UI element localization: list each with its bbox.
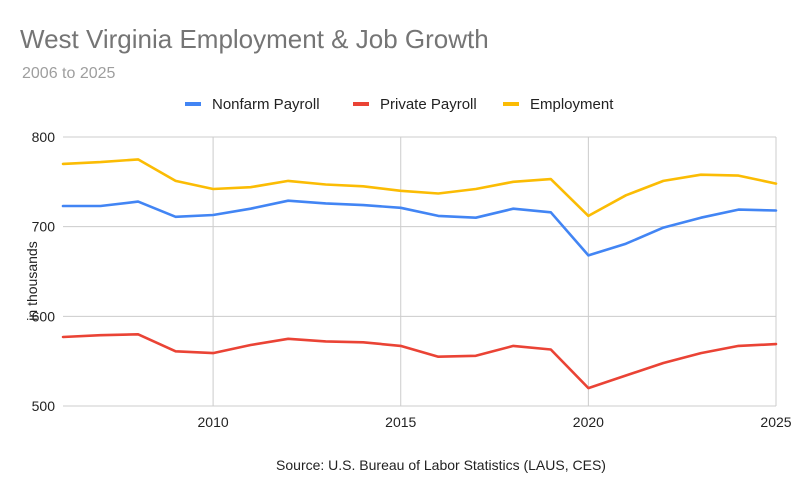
legend-item-private-payroll: Private Payroll <box>353 96 477 113</box>
gridlines <box>63 136 777 407</box>
y-tick-label-500: 500 <box>32 398 56 414</box>
y-axis-title: in thousands <box>24 241 40 320</box>
y-tick-label-600: 600 <box>32 308 56 324</box>
legend-item-nonfarm-payroll: Nonfarm Payroll <box>185 96 320 113</box>
legend-label-private-payroll: Private Payroll <box>380 96 477 113</box>
legend-item-employment: Employment <box>503 96 614 113</box>
chart-title: West Virginia Employment & Job Growth <box>20 24 489 54</box>
legend: Nonfarm Payroll Private Payroll Employment <box>185 96 614 113</box>
y-tick-label-700: 700 <box>32 219 56 235</box>
y-axis-tick-labels: 500 600 700 800 <box>32 129 56 414</box>
legend-label-nonfarm-payroll: Nonfarm Payroll <box>212 96 320 113</box>
series-lines <box>61 158 778 390</box>
legend-label-employment: Employment <box>530 96 614 113</box>
x-axis-tick-labels: 2010 2015 2020 2025 <box>198 414 792 430</box>
y-tick-label-800: 800 <box>32 129 56 145</box>
series-line-nonfarm-payroll <box>61 199 778 257</box>
source-note: Source: U.S. Bureau of Labor Statistics … <box>276 457 606 473</box>
series-line-employment <box>61 158 778 218</box>
x-tick-label-2010: 2010 <box>198 414 229 430</box>
x-tick-label-2025: 2025 <box>760 414 791 430</box>
x-tick-label-2015: 2015 <box>385 414 416 430</box>
x-tick-label-2020: 2020 <box>573 414 604 430</box>
chart-subtitle: 2006 to 2025 <box>22 65 116 82</box>
series-line-private-payroll <box>61 332 778 390</box>
